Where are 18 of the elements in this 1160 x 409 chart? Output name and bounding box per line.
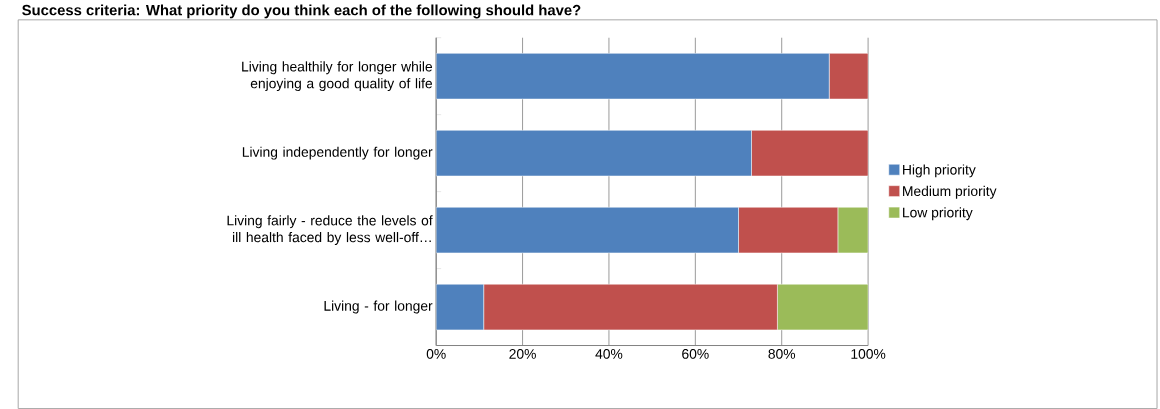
- y-tick-label: Living - for longer: [324, 300, 433, 314]
- x-tick-label: 100%: [851, 348, 886, 359]
- x-tick-label: 60%: [682, 348, 709, 359]
- legend-label: High priority: [903, 164, 976, 178]
- x-tick-label: 20%: [509, 348, 536, 359]
- text: Success criteria: What priority do you think each of the following should have?: [22, 4, 581, 19]
- legend-label: Medium priority: [903, 185, 997, 199]
- y-tick-label: Living independently for longer: [242, 146, 433, 160]
- x-tick-label: 80%: [768, 348, 796, 359]
- y-tick-label: Living fairly - reduce the levels of ill health faced by less well-off…: [227, 215, 433, 245]
- legend-label: Low priority: [903, 207, 973, 221]
- bar: [738, 206, 839, 254]
- x-tick-label: 0%: [426, 348, 446, 359]
- bar: [751, 130, 869, 177]
- y-tick-label: Living healthily for longer while enjoying a good quality of life: [242, 61, 433, 92]
- bar: [828, 53, 869, 100]
- x-tick-label: 40%: [595, 348, 623, 359]
- bar: [483, 283, 778, 331]
